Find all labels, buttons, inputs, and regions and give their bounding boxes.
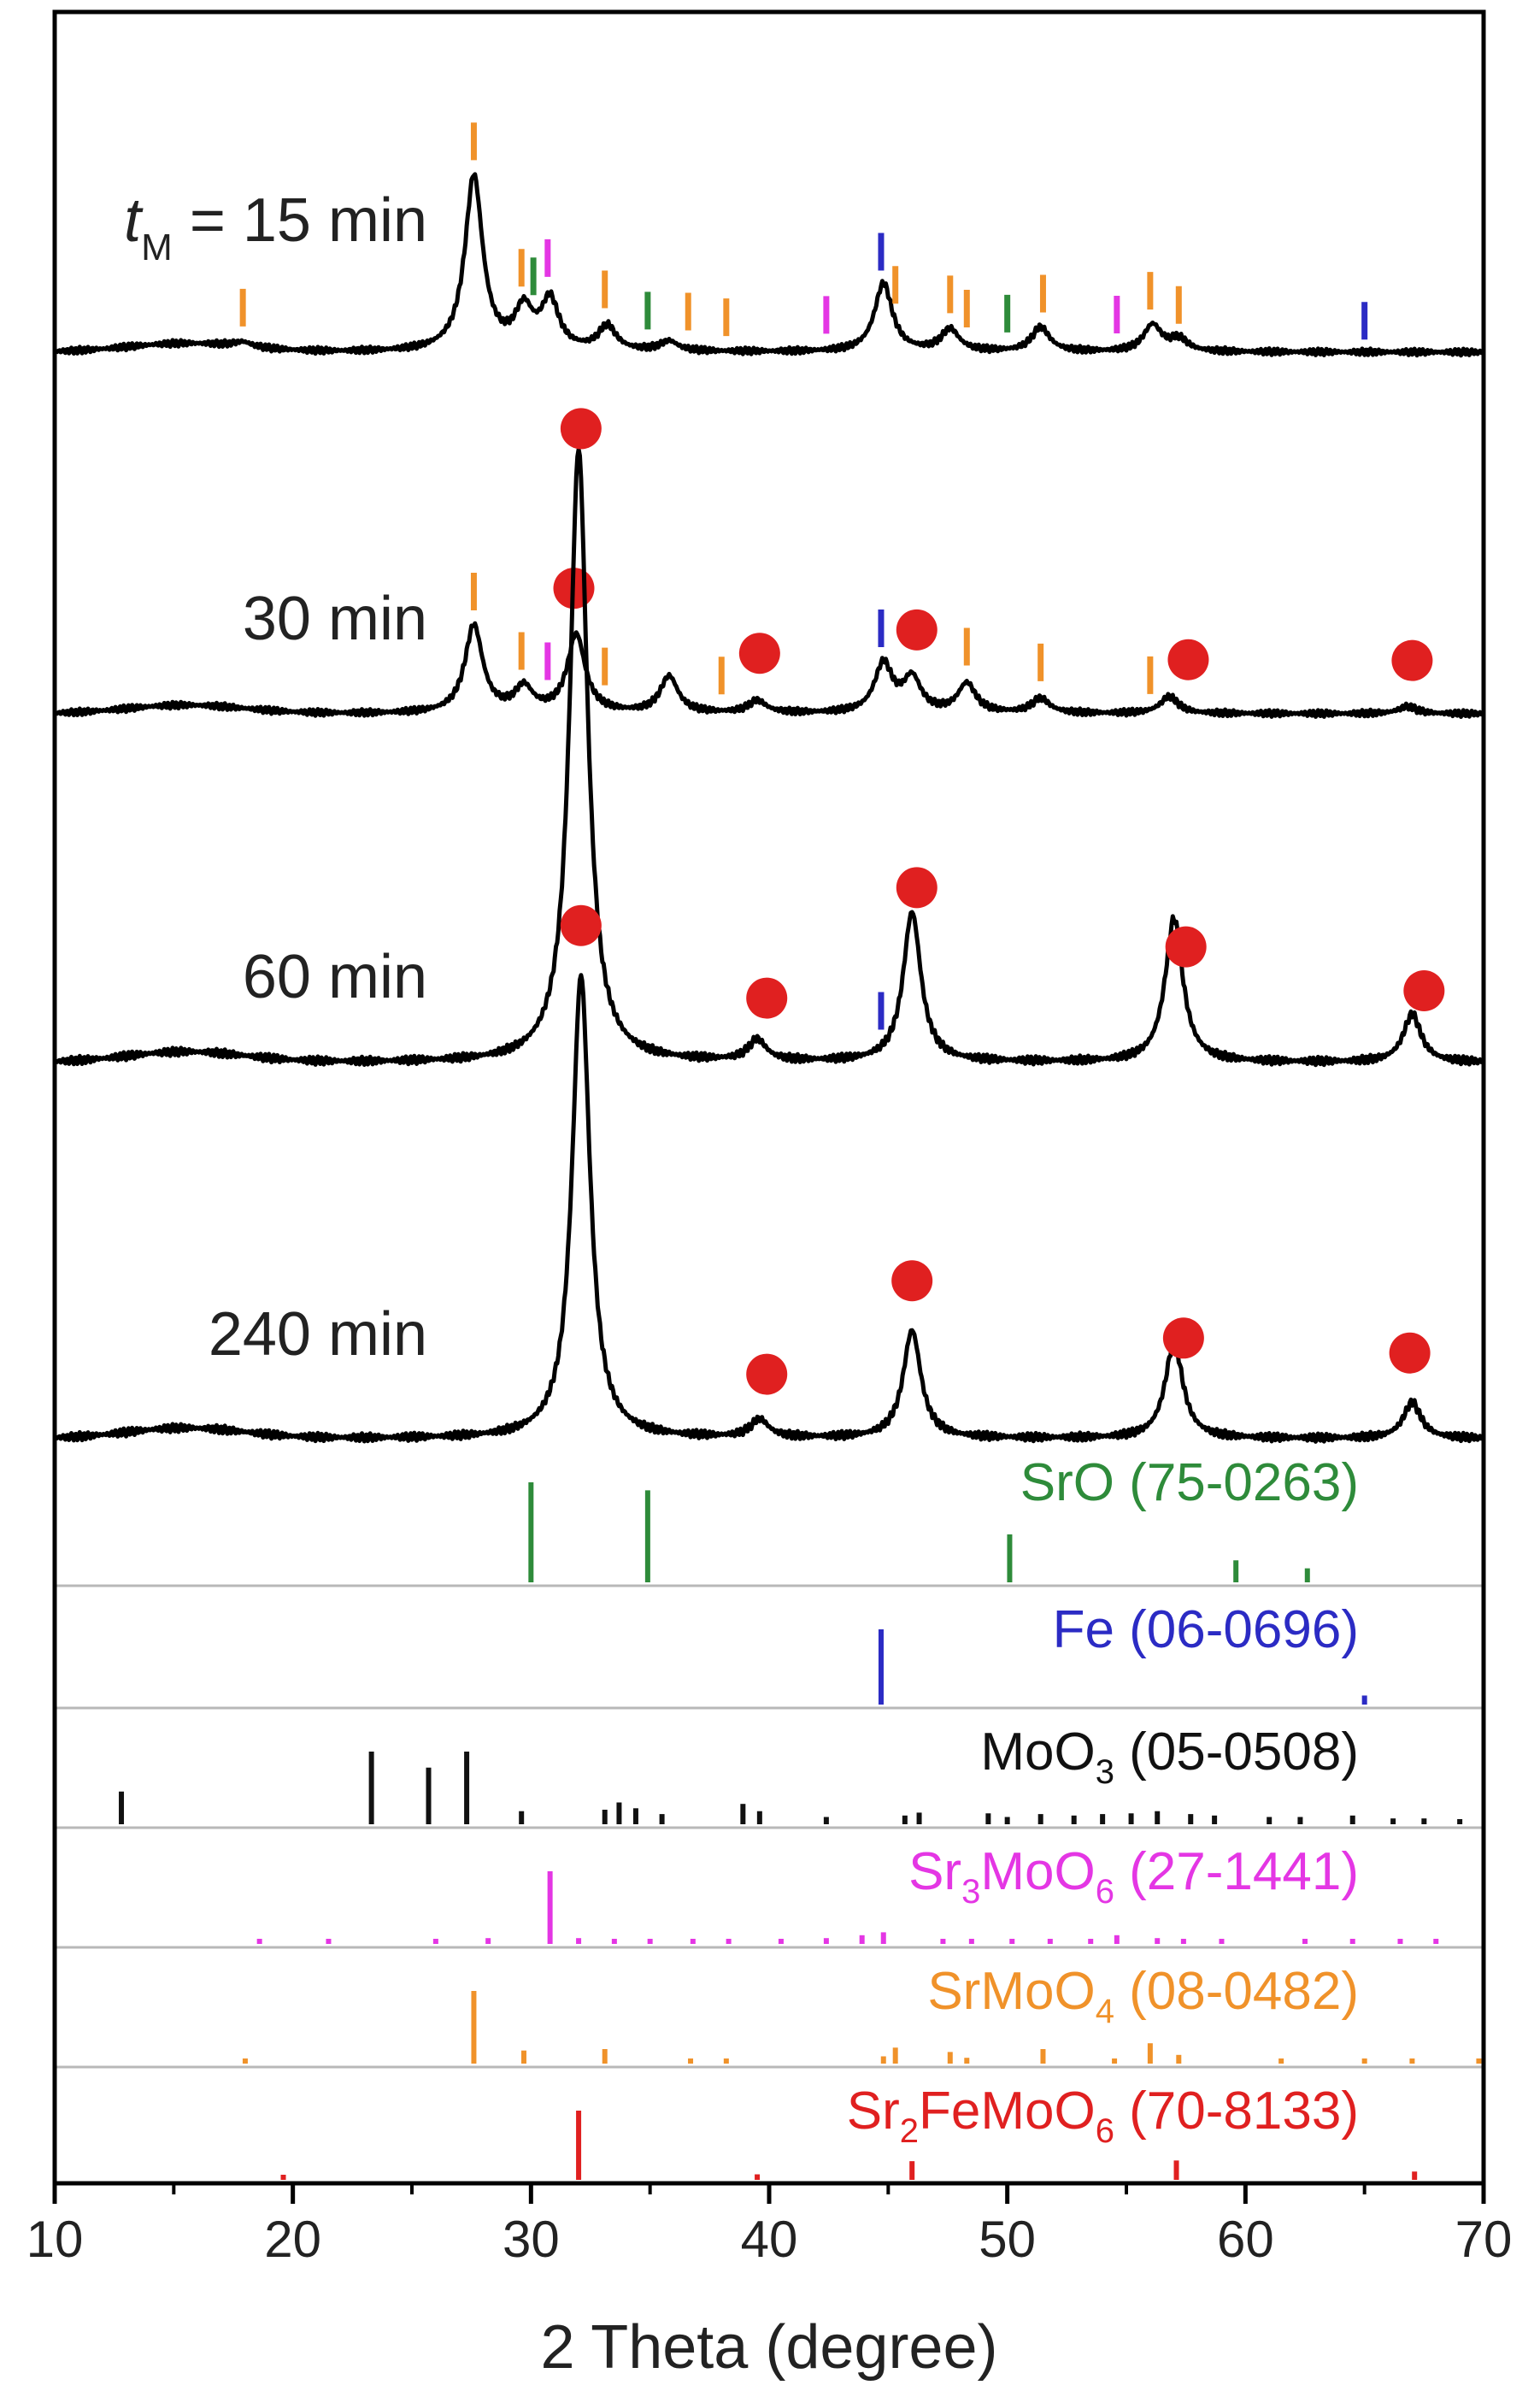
reference-label: Sr2FeMoO6 (70-8133) bbox=[847, 2082, 1359, 2150]
reference-label-sub: 3 bbox=[1096, 1753, 1114, 1791]
x-tick-label: 20 bbox=[264, 2211, 321, 2268]
reference-label-sub: 6 bbox=[1096, 2112, 1114, 2150]
x-axis-label: 2 Theta (degree) bbox=[540, 2313, 997, 2382]
sample-label: 60 min bbox=[243, 943, 427, 1011]
sample-label-text: = 15 min bbox=[173, 186, 427, 255]
reference-label-sub: 2 bbox=[900, 2112, 919, 2150]
sample-label-text: 60 min bbox=[243, 943, 427, 1011]
reference-panel-SrMoO4: SrMoO4 (08-0482) bbox=[55, 1962, 1484, 2069]
sr2femoo6-dot-marker bbox=[560, 904, 602, 946]
sr2femoo6-dot-marker bbox=[1389, 1332, 1431, 1374]
sample-pattern-2: 60 min bbox=[53, 408, 1486, 1068]
xrd-pattern-line bbox=[53, 447, 1486, 1068]
reference-label-part: FeMoO bbox=[919, 2082, 1096, 2141]
reference-label-part: (05-0508) bbox=[1114, 1723, 1359, 1782]
sr2femoo6-dot-marker bbox=[896, 609, 938, 651]
reference-label-part: MoO bbox=[980, 1842, 1095, 1901]
reference-label-part: MoO bbox=[980, 1723, 1095, 1782]
sr2femoo6-dot-marker bbox=[560, 408, 602, 450]
sr2femoo6-dot-marker bbox=[1403, 970, 1445, 1012]
sr2femoo6-dot-marker bbox=[1391, 639, 1433, 681]
reference-label-part: (27-1441) bbox=[1114, 1842, 1359, 1901]
sr2femoo6-dot-marker bbox=[738, 633, 780, 674]
reference-label: MoO3 (05-0508) bbox=[980, 1723, 1359, 1791]
xrd-pattern-line bbox=[53, 973, 1486, 1444]
reference-label-sub: 3 bbox=[961, 1873, 980, 1911]
sr2femoo6-dot-marker bbox=[746, 1353, 788, 1395]
sr2femoo6-dot-marker bbox=[746, 977, 788, 1019]
reference-label-part: SrMoO bbox=[927, 1962, 1095, 2021]
x-tick-label: 50 bbox=[979, 2211, 1036, 2268]
reference-label-part: (08-0482) bbox=[1114, 1962, 1359, 2021]
reference-label: SrMoO4 (08-0482) bbox=[927, 1962, 1359, 2030]
reference-panel-SrO: SrO (75-0263) bbox=[55, 1453, 1484, 1587]
reference-panel-Fe: Fe (06-0696) bbox=[55, 1600, 1484, 1710]
x-tick-label: 60 bbox=[1217, 2211, 1274, 2268]
x-axis: 10 20 30 40 50 60 70 bbox=[26, 2183, 1513, 2268]
sample-label: 240 min bbox=[209, 1300, 427, 1369]
reference-label-sub: 6 bbox=[1096, 1873, 1114, 1911]
sample-pattern-1: 30 min bbox=[53, 568, 1485, 719]
sample-label-subscript: M bbox=[141, 227, 173, 268]
sample-label-prefix: t bbox=[124, 186, 144, 255]
reference-panel-Sr3MoO6: Sr3MoO6 (27-1441) bbox=[55, 1842, 1484, 1949]
reference-label-part: (70-8133) bbox=[1114, 2082, 1359, 2141]
reference-label: Sr3MoO6 (27-1441) bbox=[908, 1842, 1359, 1911]
reference-label: SrO (75-0263) bbox=[1020, 1453, 1359, 1512]
sample-pattern-3: 240 min bbox=[53, 904, 1486, 1444]
sr2femoo6-dot-marker bbox=[891, 1260, 933, 1302]
sample-label-text: 30 min bbox=[243, 585, 427, 653]
reference-label-part: Sr bbox=[847, 2082, 900, 2141]
sr2femoo6-dot-marker bbox=[1165, 926, 1207, 968]
x-tick-label: 10 bbox=[26, 2211, 84, 2268]
sample-pattern-0: tM = 15 min bbox=[53, 122, 1485, 358]
sr2femoo6-dot-marker bbox=[896, 867, 938, 909]
xrd-pattern-line bbox=[53, 621, 1485, 719]
reference-panel-MoO3: MoO3 (05-0508) bbox=[55, 1723, 1484, 1829]
reference-label-part: Sr bbox=[908, 1842, 961, 1901]
sr2femoo6-dot-marker bbox=[1162, 1317, 1204, 1359]
sample-label: 30 min bbox=[243, 585, 427, 653]
reference-label-sub: 4 bbox=[1096, 1993, 1114, 2030]
reference-label: Fe (06-0696) bbox=[1053, 1600, 1359, 1659]
sr2femoo6-dot-marker bbox=[1167, 639, 1209, 680]
x-tick-label: 30 bbox=[503, 2211, 560, 2268]
sample-label-text: 240 min bbox=[209, 1300, 427, 1369]
xrd-pattern-line bbox=[53, 172, 1485, 358]
sample-label: tM = 15 min bbox=[124, 186, 427, 268]
x-tick-label: 70 bbox=[1455, 2211, 1513, 2268]
x-tick-label: 40 bbox=[741, 2211, 798, 2268]
reference-panel-Sr2FeMoO6: Sr2FeMoO6 (70-8133) bbox=[280, 2082, 1418, 2180]
plot-area: tM = 15 min 30 min 60 min 240 min SrO (75-02… bbox=[53, 122, 1486, 2180]
